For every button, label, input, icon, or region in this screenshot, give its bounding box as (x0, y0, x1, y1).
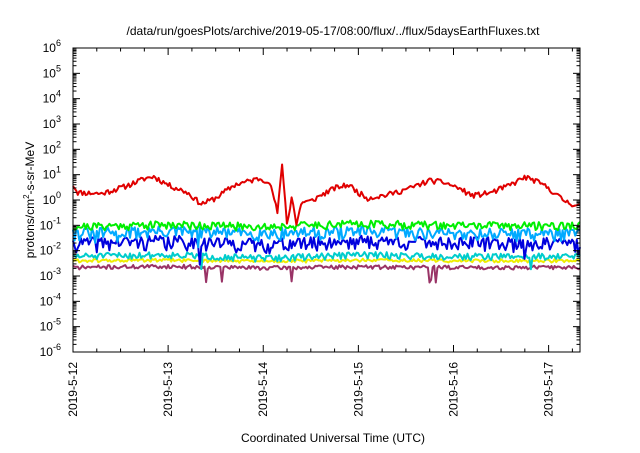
y-tick-label: 10-5 (40, 317, 61, 334)
y-tick-label: 105 (43, 63, 61, 80)
plot-frame (72, 47, 581, 353)
y-tick-base: 10 (43, 66, 57, 80)
y-axis-label-prefix: protons/cm (23, 199, 37, 258)
series-line-1 (72, 163, 581, 226)
series-line-6 (72, 257, 581, 264)
series-line-2 (72, 219, 581, 232)
y-tick-exponent: 2 (56, 139, 61, 149)
y-tick-base: 10 (40, 320, 54, 334)
series-line-4 (72, 234, 581, 266)
y-tick-base: 10 (40, 218, 54, 232)
y-tick-base: 10 (40, 345, 54, 359)
y-tick-label: 10-3 (40, 266, 61, 283)
y-tick-exponent: 1 (56, 165, 61, 175)
y-tick-label: 100 (43, 190, 61, 207)
y-tick-base: 10 (40, 269, 54, 283)
y-tick-exponent: -4 (53, 291, 61, 301)
y-tick-label: 10-4 (40, 291, 61, 308)
x-tick-label: 2019-5-12 (66, 362, 80, 417)
y-tick-label: 106 (43, 38, 61, 55)
chart-title: /data/run/goesPlots/archive/2019-05-17/0… (127, 24, 541, 38)
y-tick-base: 10 (43, 92, 57, 106)
y-tick-base: 10 (43, 117, 57, 131)
y-tick-exponent: -3 (53, 266, 61, 276)
y-tick-exponent: -1 (53, 215, 61, 225)
y-tick-exponent: 0 (56, 190, 61, 200)
y-tick-label: 10-1 (40, 215, 61, 232)
y-tick-base: 10 (43, 41, 57, 55)
series-line-5 (72, 251, 581, 271)
series-line-7 (72, 263, 581, 284)
y-tick-exponent: 4 (56, 89, 61, 99)
series-layer (72, 163, 581, 284)
y-axis-label: protons/cm2-s-sr-MeV (22, 142, 37, 258)
y-tick-exponent: 6 (56, 38, 61, 48)
x-tick-label: 2019-5-15 (351, 362, 365, 417)
y-tick-exponent: 3 (56, 114, 61, 124)
y-axis-label-sup: 2 (22, 194, 31, 199)
y-tick-exponent: -6 (53, 342, 61, 352)
y-axis-label-suffix: -s-sr-MeV (23, 142, 37, 195)
y-tick-base: 10 (43, 168, 57, 182)
y-tick-base: 10 (43, 142, 57, 156)
y-tick-base: 10 (40, 244, 54, 258)
y-tick-exponent: -2 (53, 241, 61, 251)
y-tick-label: 102 (43, 139, 61, 156)
x-axis-label: Coordinated Universal Time (UTC) (241, 431, 425, 445)
y-tick-exponent: 5 (56, 63, 61, 73)
x-tick-label: 2019-5-13 (161, 362, 175, 417)
y-tick-exponent: -5 (53, 317, 61, 327)
x-tick-label: 2019-5-16 (446, 362, 460, 417)
x-tick-label: 2019-5-14 (256, 362, 270, 417)
y-tick-label: 101 (43, 165, 61, 182)
y-tick-label: 10-2 (40, 241, 61, 258)
x-tick-label: 2019-5-17 (542, 362, 556, 417)
y-tick-label: 104 (43, 89, 61, 106)
ticks-layer: 10-610-510-410-310-210-11001011021031041… (40, 38, 580, 417)
y-tick-base: 10 (40, 294, 54, 308)
y-tick-base: 10 (43, 193, 57, 207)
y-tick-label: 10-6 (40, 342, 61, 359)
y-tick-label: 103 (43, 114, 61, 131)
